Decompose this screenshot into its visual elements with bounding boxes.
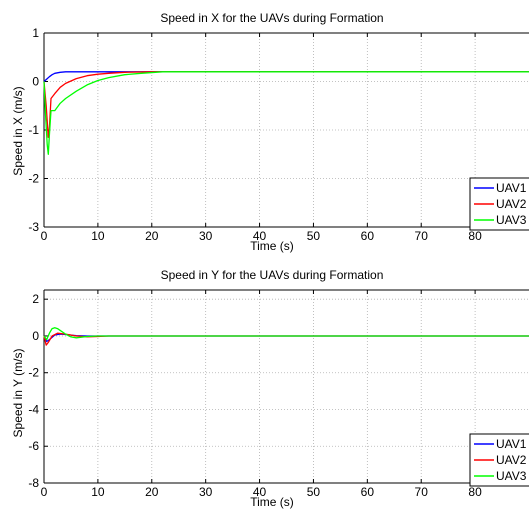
x-tick-label: 10	[91, 229, 105, 243]
speed-x-chart: Speed in X for the UAVs during Formation…	[11, 11, 529, 253]
y-tick-label: -3	[28, 220, 39, 234]
series-line-uav3	[43, 71, 529, 155]
x-tick-label: 0	[41, 229, 48, 243]
series-line-uav1	[43, 71, 529, 82]
x-tick-label: 70	[415, 229, 429, 243]
y-axis-label: Speed in X (m/s)	[11, 86, 25, 175]
speed-y-chart: Speed in Y for the UAVs during Formation…	[11, 268, 529, 509]
y-tick-label: -4	[28, 402, 39, 416]
y-tick-label: -8	[28, 476, 39, 490]
x-tick-label: 80	[468, 485, 482, 499]
y-tick-label: 1	[32, 26, 39, 40]
chart-title: Speed in Y for the UAVs during Formation	[161, 268, 384, 282]
x-tick-label: 40	[253, 485, 267, 499]
x-tick-label: 30	[199, 229, 213, 243]
x-axis-label: Time (s)	[250, 239, 294, 253]
y-tick-label: 0	[32, 329, 39, 343]
y-tick-label: -2	[28, 366, 39, 380]
x-tick-label: 20	[145, 485, 159, 499]
plot-area	[44, 290, 529, 483]
x-tick-label: 50	[307, 485, 321, 499]
x-tick-label: 20	[145, 229, 159, 243]
y-axis-label: Speed in Y (m/s)	[11, 349, 25, 438]
x-tick-label: 40	[253, 229, 267, 243]
x-tick-label: 60	[361, 485, 375, 499]
y-tick-label: 2	[32, 292, 39, 306]
legend-label-uav3: UAV3	[496, 469, 527, 483]
chart-title: Speed in X for the UAVs during Formation	[160, 11, 383, 25]
x-tick-label: 70	[415, 485, 429, 499]
legend-label-uav1: UAV1	[496, 181, 527, 195]
x-tick-label: 10	[91, 485, 105, 499]
plot-area	[44, 33, 529, 227]
legend-label-uav3: UAV3	[496, 213, 527, 227]
legend-label-uav2: UAV2	[496, 197, 527, 211]
x-tick-label: 30	[199, 485, 213, 499]
x-tick-label: 60	[361, 229, 375, 243]
x-tick-label: 50	[307, 229, 321, 243]
y-tick-label: -6	[28, 439, 39, 453]
y-tick-label: 0	[32, 75, 39, 89]
series-line-uav2	[43, 71, 529, 138]
y-tick-label: -1	[28, 123, 39, 137]
legend-label-uav2: UAV2	[496, 453, 527, 467]
series-line-uav3	[43, 327, 529, 341]
legend-label-uav1: UAV1	[496, 437, 527, 451]
x-tick-label: 0	[41, 485, 48, 499]
x-tick-label: 80	[468, 229, 482, 243]
y-tick-label: -2	[28, 172, 39, 186]
x-axis-label: Time (s)	[250, 495, 294, 509]
